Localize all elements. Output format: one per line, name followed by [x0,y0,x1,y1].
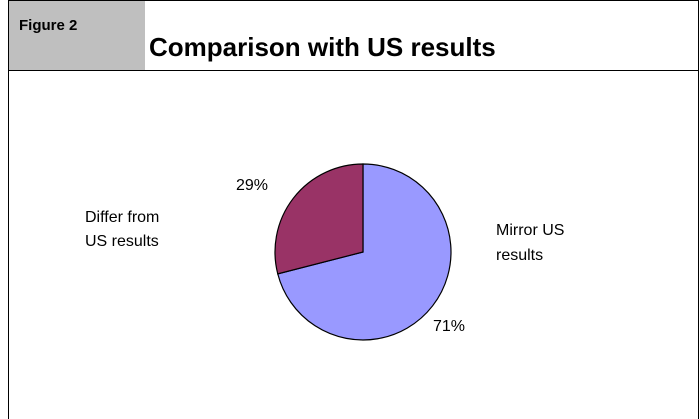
chart-title: Comparison with US results [149,32,496,62]
slice-value-label-differ: 29% [236,177,269,194]
figure-tag: Figure 2 [9,1,145,71]
slice-name-label-differ-line1: Differ from [85,209,160,226]
title-divider [9,70,698,71]
pie-slice-mirror-us-results [277,163,452,341]
slice-name-label-differ-line2: US results [85,233,159,250]
slice-value-label-mirror: 71% [433,318,466,335]
slice-name-label-mirror-line2: results [496,247,544,264]
pie-slice-differ-from-us-results [274,163,364,275]
slice-name-label-mirror-line1: Mirror US [496,222,565,239]
figure-label: Figure 2 [19,17,78,34]
figure-frame [8,0,699,419]
